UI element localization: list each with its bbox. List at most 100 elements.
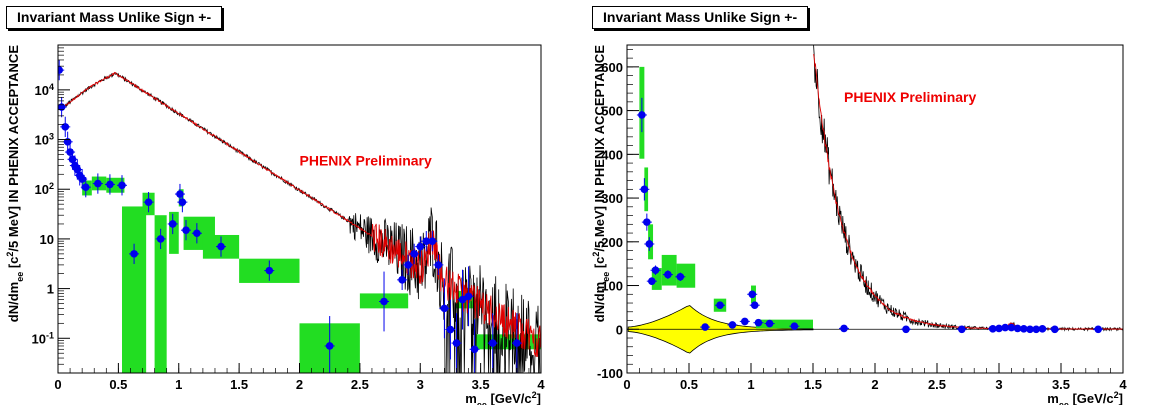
data-marker [643,218,651,226]
data-marker [701,323,709,331]
data-marker [434,261,443,269]
data-marker [66,148,74,156]
data-point [60,116,71,138]
data-point [641,213,652,231]
x-tick-label: 3.5 [1052,377,1070,392]
data-marker [416,242,425,251]
y-tick-label: 102 [35,181,54,197]
data-point [747,290,758,299]
data-point [675,272,686,281]
x-tick-label: 2.5 [351,377,369,392]
data-point [155,228,166,250]
systematic-error-box [169,211,179,254]
data-point [469,319,480,373]
data-point [116,175,127,196]
data-point [956,325,967,334]
systematic-error-box [661,254,677,286]
x-tick-label: 1.5 [804,377,822,392]
data-marker [638,111,646,119]
x-tick-label: 0.5 [109,377,127,392]
data-marker [513,339,521,347]
y-tick-label: 600 [601,60,623,75]
x-tick-label: 2 [871,377,878,392]
data-point [397,269,408,290]
data-marker [81,183,90,191]
data-point [662,270,673,279]
data-point [764,319,775,328]
data-point [433,254,444,276]
data-marker [728,321,737,329]
systematic-error-box [178,189,184,207]
data-marker [790,322,799,331]
data-marker [452,339,461,347]
data-marker [176,190,184,198]
data-point [167,213,178,235]
data-marker [94,179,102,188]
data-point [650,265,661,275]
data-marker [651,266,660,275]
data-marker [410,250,419,258]
data-marker [664,270,672,279]
x-axis-title: mee [GeV/c2] [1047,390,1123,405]
data-marker [168,220,177,228]
chart-panel-right: 0 0.5 1 1.5 2 2.5 3 3.5 4 -100 0 100 200 300 400 500 600… [586,0,1161,405]
data-marker [765,319,774,328]
data-point [415,236,426,257]
data-marker [182,226,190,234]
data-marker [840,324,848,333]
data-point [324,316,335,373]
data-marker [645,240,654,248]
x-tick-label: 3 [417,377,424,392]
y-tick-label: 400 [601,147,623,162]
data-marker [106,180,114,189]
x-axis-title: mee [GeV/c2] [465,390,541,405]
data-marker [178,198,187,206]
data-marker [73,165,82,174]
data-point [427,231,438,252]
systematic-error-box [755,319,813,329]
data-point [403,254,414,276]
data-point [839,324,849,333]
data-point [58,59,65,81]
data-point [639,178,650,201]
data-marker [458,295,467,304]
data-point [92,173,103,194]
data-marker [422,237,431,245]
data-marker [640,185,649,194]
data-marker [1001,323,1009,332]
data-marker [78,175,86,183]
systematic-error-box [651,268,662,290]
data-marker [488,339,497,347]
data-marker [1007,323,1016,332]
y-tick-label: 104 [35,82,54,98]
y-tick-label: -100 [597,366,623,381]
x-tick-label: 2.5 [928,377,946,392]
y-tick-label: 10 [40,232,54,247]
data-marker [1013,324,1022,333]
systematic-error-box [121,206,147,373]
data-marker [1032,325,1040,334]
data-marker [750,301,759,310]
data-point [216,236,227,257]
left-plot-svg: 0 0.5 1 1.5 2 2.5 3 3.5 4 10-1 1 10 102 103 104 mee [Ge… [5,44,545,405]
data-marker [716,301,724,310]
data-marker [902,325,910,334]
data-marker [68,155,77,164]
data-marker [648,277,656,285]
data-marker [440,304,449,313]
data-point [644,237,655,251]
x-tick-label: 0.5 [680,377,698,392]
data-point [700,323,711,331]
data-marker [1020,325,1028,333]
background-histogram-red [59,71,541,358]
data-marker [958,325,966,334]
data-marker [464,292,473,301]
data-marker [61,123,70,131]
x-tick-label: 1.5 [230,377,248,392]
data-point [264,260,275,281]
data-point [180,220,191,241]
y-tick-label: 1 [47,282,54,297]
right-plot-svg: 0 0.5 1 1.5 2 2.5 3 3.5 4-1000100200300400500600… [591,44,1127,405]
data-point [457,269,468,330]
y-tick-label: 100 [601,279,623,294]
